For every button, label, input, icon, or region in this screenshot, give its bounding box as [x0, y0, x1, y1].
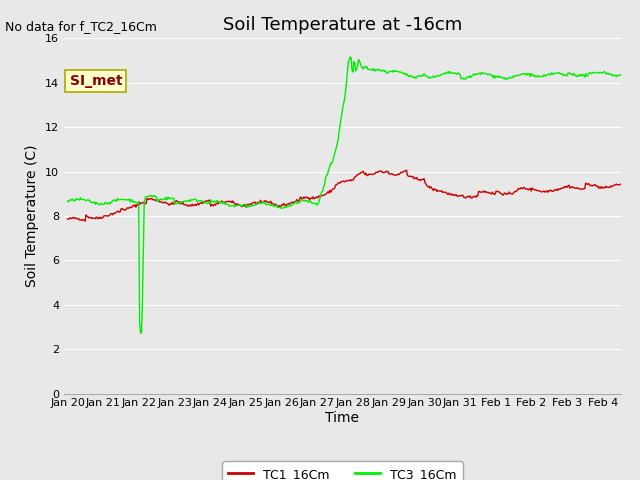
Title: Soil Temperature at -16cm: Soil Temperature at -16cm — [223, 16, 462, 34]
X-axis label: Time: Time — [325, 411, 360, 425]
Text: No data for f_TC2_16Cm: No data for f_TC2_16Cm — [5, 20, 157, 33]
Text: SI_met: SI_met — [70, 74, 122, 88]
Y-axis label: Soil Temperature (C): Soil Temperature (C) — [26, 145, 40, 287]
Legend: TC1_16Cm, TC3_16Cm: TC1_16Cm, TC3_16Cm — [222, 461, 463, 480]
